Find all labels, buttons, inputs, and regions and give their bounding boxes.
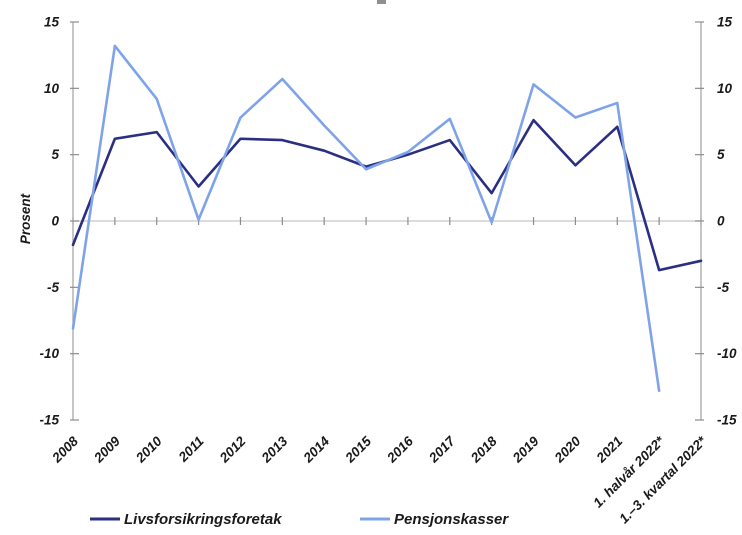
x-axis-label: 2016	[383, 433, 416, 466]
cropped-title-fragment	[377, 0, 386, 4]
right-y-axis-labels: 15 10 5 0 -5 -10 -15	[717, 15, 737, 428]
x-axis-label: 2020	[551, 433, 584, 466]
right-y-axis-tick-label: 15	[717, 15, 733, 30]
left-y-axis-tick-label: -5	[47, 280, 59, 295]
right-y-axis-tick-label: -5	[717, 280, 729, 295]
y-tick-marks-group	[70, 21, 704, 421]
series-lines-group	[71, 44, 703, 393]
x-axis-label: 2014	[300, 433, 333, 466]
right-y-axis-tick-label: 5	[717, 147, 725, 162]
legend: Livsforsikringsforetak Pensjonskasser	[90, 511, 509, 528]
x-axis-label: 2010	[132, 433, 165, 466]
x-axis-label: 2012	[216, 433, 249, 466]
right-y-axis-tick-label: -10	[717, 346, 737, 361]
left-y-axis-tick-label: -15	[39, 413, 59, 428]
left-y-axis-tick-label: 5	[51, 147, 59, 162]
series-line-pensjonskasser	[71, 44, 661, 393]
y-axis-title: Prosent	[18, 193, 33, 244]
x-axis-label: 2013	[258, 433, 291, 466]
right-y-axis-tick-label: -15	[717, 413, 737, 428]
legend-label-livsforsikringsforetak: Livsforsikringsforetak	[124, 511, 282, 528]
left-y-axis-tick-label: 10	[44, 81, 60, 96]
x-axis-label: 2021	[593, 434, 626, 467]
x-axis-label: 2011	[175, 434, 207, 466]
right-y-axis-tick-label: 10	[717, 81, 733, 96]
x-axis-label: 2017	[425, 432, 459, 466]
left-y-axis-labels: 15 10 5 0 -5 -10 -15	[39, 15, 59, 428]
x-axis-label: 2018	[467, 433, 500, 466]
x-axis-label: 1. halvår 2022*	[590, 433, 667, 510]
right-y-axis-tick-label: 0	[717, 214, 725, 229]
x-axis-label: 2008	[49, 433, 82, 466]
left-y-axis-tick-label: -10	[39, 346, 59, 361]
x-axis-label: 2015	[342, 433, 375, 466]
legend-label-pensjonskasser: Pensjonskasser	[394, 511, 509, 528]
x-axis-label: 2009	[90, 433, 123, 466]
left-y-axis-tick-label: 15	[44, 15, 60, 30]
left-y-axis-tick-label: 0	[51, 214, 59, 229]
x-axis-label: 2019	[509, 433, 542, 466]
series-line-livsforsikringsforetak	[71, 118, 703, 272]
